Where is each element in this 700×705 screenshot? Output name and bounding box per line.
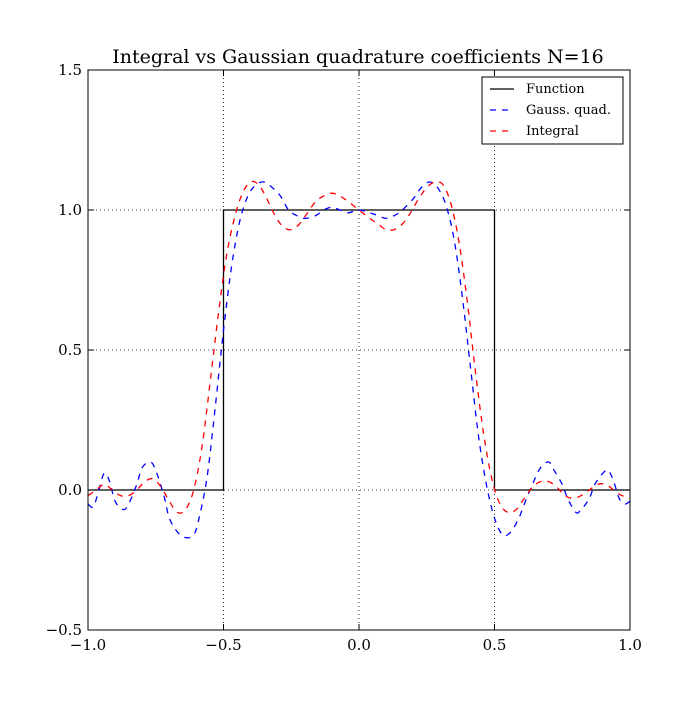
y-tick-label: 0.5 (58, 341, 82, 359)
series-line-integral (88, 180, 630, 514)
x-tick-label: 0.0 (347, 636, 371, 654)
legend: Function Gauss. quad. Integral (481, 76, 624, 145)
x-tick-label: −0.5 (205, 636, 241, 654)
series-line-function (88, 209, 630, 491)
series-layer (88, 180, 630, 539)
x-tick-label: 1.0 (618, 636, 642, 654)
series-line-gauss-quad (88, 181, 630, 539)
legend-label-integral: Integral (526, 124, 579, 139)
y-tick-label: −0.5 (46, 621, 82, 639)
y-tick-label: 1.0 (58, 201, 82, 219)
x-tick-label: −1.0 (70, 636, 106, 654)
chart-title: Integral vs Gaussian quadrature coeffici… (112, 46, 604, 68)
legend-label-gauss: Gauss. quad. (526, 103, 611, 118)
ticks: −1.0 −0.5 0.0 0.5 1.0−0.50.00.51.01.5 (46, 61, 642, 654)
y-tick-label: 0.0 (58, 481, 82, 499)
y-tick-label: 1.5 (58, 61, 82, 79)
legend-label-function: Function (526, 82, 585, 97)
x-tick-label: 0.5 (483, 636, 507, 654)
grid (88, 70, 630, 630)
